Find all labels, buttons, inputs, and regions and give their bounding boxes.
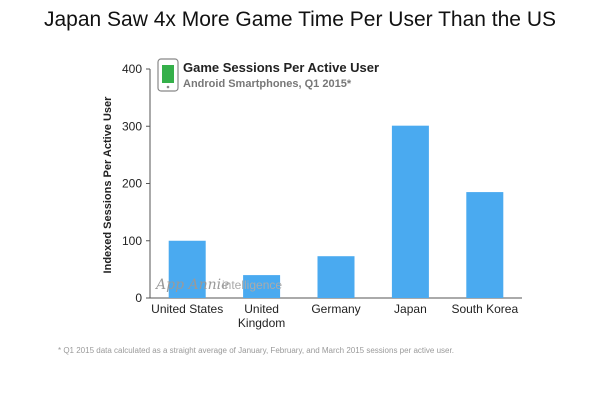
x-tick-label: United States — [151, 302, 223, 316]
bar-japan — [391, 125, 429, 299]
x-tick-label: Germany — [311, 302, 360, 316]
x-tick-label: Japan — [394, 302, 427, 316]
bar-south-korea — [466, 192, 504, 298]
page-title: Japan Saw 4x More Game Time Per User Tha… — [44, 8, 556, 31]
y-tick-label: 0 — [135, 291, 142, 305]
bar-united-kingdom — [243, 275, 281, 298]
bar-united-states — [168, 240, 206, 298]
y-tick-label: 300 — [122, 119, 142, 133]
watermark-brand: App Annie — [154, 277, 229, 293]
watermark-word: intelligence — [222, 278, 282, 292]
chart-title: Game Sessions Per Active User — [183, 60, 379, 75]
y-tick-label: 200 — [122, 177, 142, 191]
bar-germany — [317, 256, 355, 298]
x-tick-label: South Korea — [451, 302, 518, 316]
bars — [168, 125, 504, 299]
x-tick-label: United Kingdom — [238, 302, 285, 330]
smartphone-icon — [157, 58, 179, 92]
y-tick-label: 400 — [122, 62, 142, 76]
chart-subtitle: Android Smartphones, Q1 2015* — [183, 78, 352, 90]
y-tick-label: 100 — [122, 234, 142, 248]
y-axis-label: Indexed Sessions Per Active User — [102, 96, 114, 274]
y-ticks: 0 100 200 300 400 — [122, 62, 150, 305]
chart-title-block: Game Sessions Per Active User Android Sm… — [157, 58, 379, 92]
category-labels: United States United Kingdom Germany Japan So… — [151, 302, 518, 330]
footnote: * Q1 2015 data calculated as a straight … — [58, 346, 454, 355]
watermark-logo: App Annie intelligence — [154, 277, 282, 293]
